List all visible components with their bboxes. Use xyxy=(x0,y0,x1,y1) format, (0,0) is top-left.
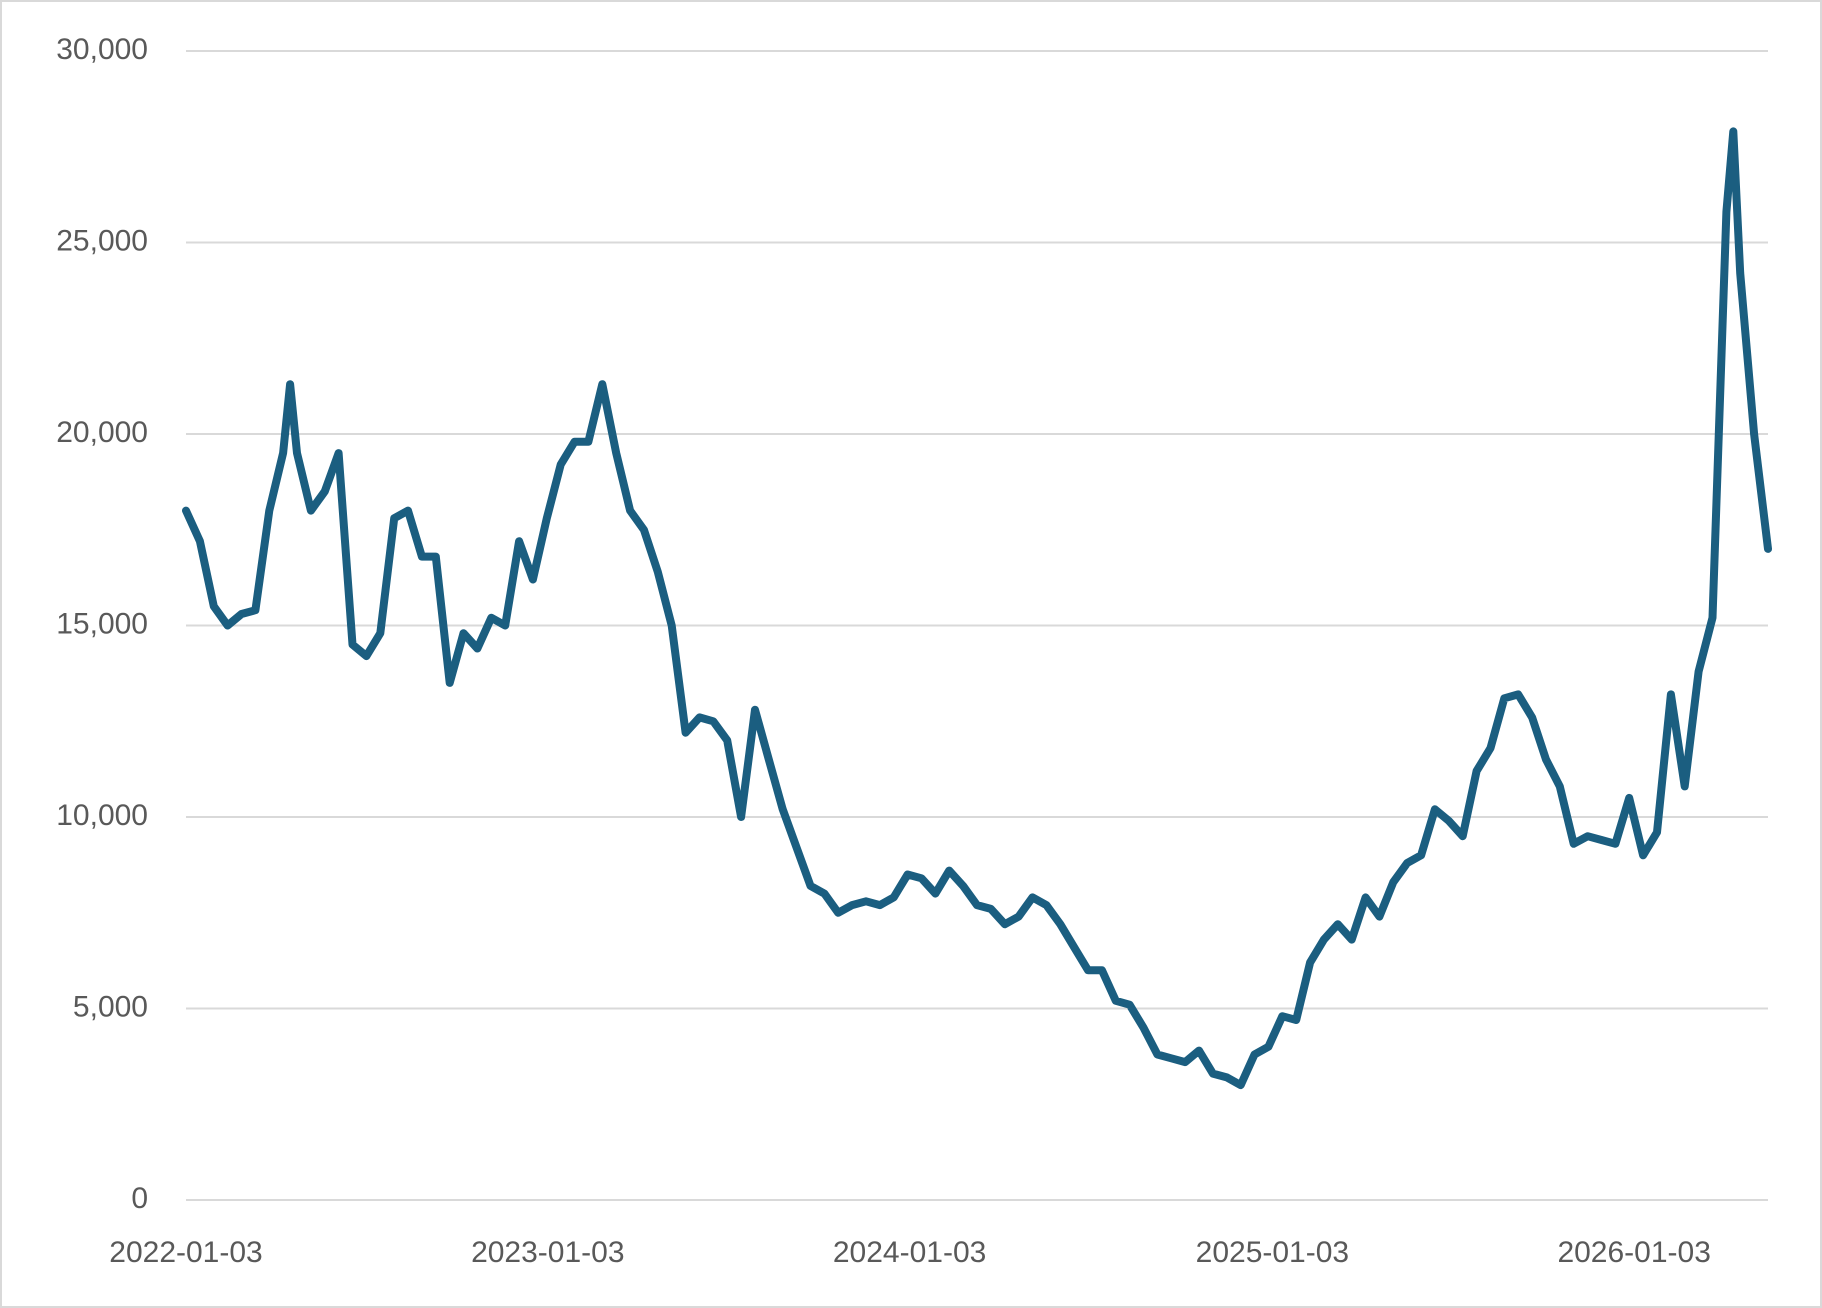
y-tick-label: 30,000 xyxy=(56,33,148,66)
data-line xyxy=(182,127,1772,1090)
y-tick-label: 25,000 xyxy=(56,224,148,257)
x-tick-label: 2026-01-03 xyxy=(1557,1236,1710,1269)
y-tick-label: 5,000 xyxy=(73,990,148,1023)
x-tick-label: 2024-01-03 xyxy=(833,1236,986,1269)
y-tick-label: 20,000 xyxy=(56,416,148,449)
y-tick-label: 15,000 xyxy=(56,607,148,640)
x-tick-label: 2025-01-03 xyxy=(1196,1236,1349,1269)
y-tick-label: 0 xyxy=(131,1182,148,1215)
x-tick-label: 2022-01-03 xyxy=(109,1236,262,1269)
x-tick-label: 2023-01-03 xyxy=(471,1236,624,1269)
y-tick-label: 10,000 xyxy=(56,799,148,832)
